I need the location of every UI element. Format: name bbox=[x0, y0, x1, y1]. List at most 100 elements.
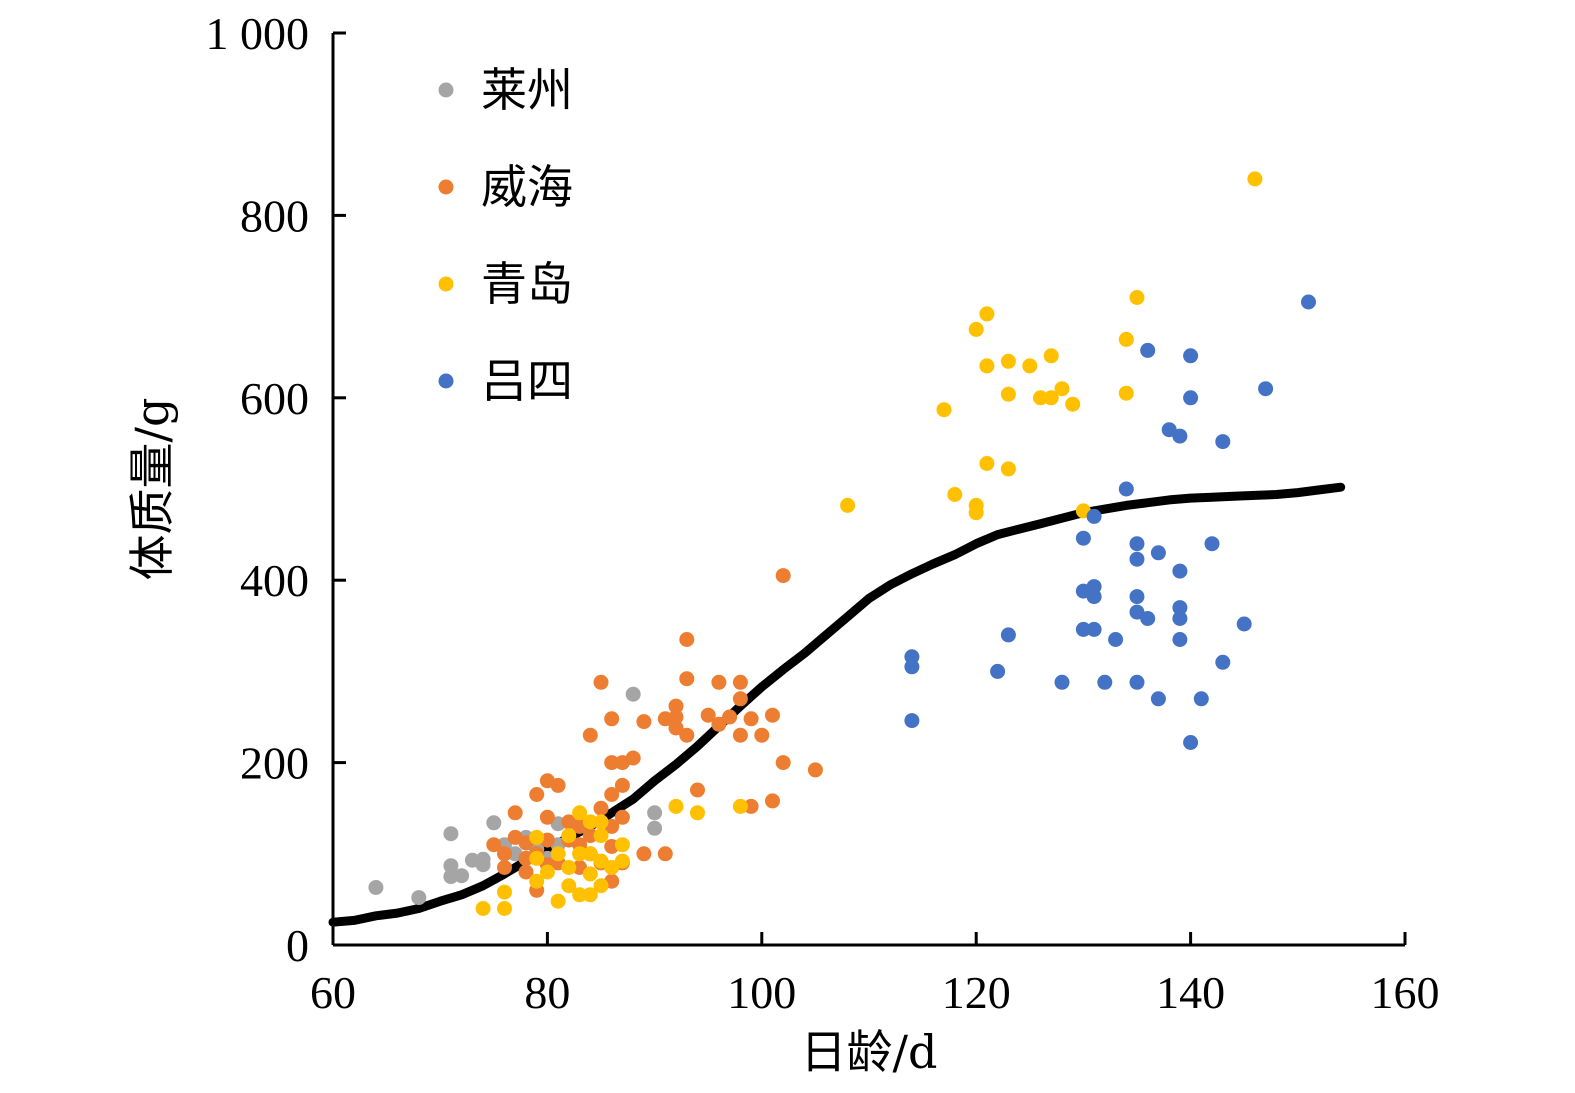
data-point bbox=[1172, 428, 1188, 444]
data-point bbox=[443, 869, 459, 885]
data-point bbox=[1172, 600, 1188, 616]
data-point bbox=[507, 805, 523, 821]
data-point bbox=[593, 828, 609, 844]
data-point bbox=[840, 497, 856, 513]
data-point bbox=[1000, 353, 1016, 369]
data-point bbox=[1086, 621, 1102, 637]
data-point bbox=[679, 632, 695, 647]
data-point bbox=[529, 787, 545, 802]
fit-curve bbox=[328, 482, 1346, 927]
data-point bbox=[1097, 674, 1113, 690]
data-point bbox=[700, 707, 716, 723]
data-point bbox=[690, 805, 705, 821]
data-point bbox=[497, 901, 512, 916]
data-point bbox=[636, 846, 652, 862]
data-point bbox=[1086, 589, 1102, 605]
data-point bbox=[1054, 381, 1070, 397]
data-point bbox=[1236, 616, 1252, 632]
data-point bbox=[368, 880, 384, 895]
data-point bbox=[550, 893, 566, 909]
data-point bbox=[454, 868, 470, 884]
data-point bbox=[1140, 611, 1156, 626]
data-point bbox=[497, 860, 512, 875]
data-point bbox=[1000, 386, 1016, 402]
legend-label: 莱州 bbox=[481, 63, 573, 117]
axes bbox=[331, 33, 1405, 947]
data-point bbox=[604, 711, 620, 727]
legend-marker bbox=[438, 276, 454, 292]
data-point bbox=[1118, 481, 1134, 497]
data-point bbox=[1000, 461, 1016, 477]
legend-marker bbox=[438, 82, 454, 98]
data-point bbox=[936, 402, 952, 418]
data-point bbox=[550, 846, 566, 862]
x-axis-title: 日龄/d bbox=[801, 1025, 938, 1079]
data-point bbox=[1172, 611, 1188, 626]
data-point bbox=[1183, 390, 1199, 406]
data-point bbox=[625, 750, 641, 766]
data-point bbox=[1204, 536, 1220, 552]
data-point bbox=[807, 762, 823, 778]
data-point bbox=[979, 306, 995, 322]
data-point bbox=[1193, 691, 1209, 707]
data-point bbox=[904, 659, 920, 675]
data-point bbox=[968, 321, 984, 337]
data-point bbox=[668, 698, 684, 714]
data-point bbox=[529, 873, 545, 889]
data-point bbox=[1043, 390, 1059, 406]
data-point bbox=[625, 686, 641, 702]
data-point bbox=[1183, 348, 1199, 364]
data-point bbox=[1247, 171, 1263, 187]
y-axis-title: 体质量/g bbox=[125, 398, 179, 581]
fit-line-layer bbox=[328, 482, 1346, 927]
data-point bbox=[486, 837, 502, 853]
data-point bbox=[1172, 632, 1188, 647]
data-point bbox=[647, 805, 663, 821]
data-point bbox=[497, 884, 512, 900]
data-point bbox=[593, 878, 609, 894]
series-2-points bbox=[486, 568, 823, 898]
y-tick-label: 1 000 bbox=[206, 8, 310, 59]
axis-ticks: 60 80 100 120 140 160 0 200 400 600 800 1 000 bbox=[206, 8, 1440, 1018]
data-point bbox=[732, 691, 748, 707]
data-point bbox=[711, 674, 727, 690]
data-point bbox=[604, 787, 620, 802]
y-tick-label: 800 bbox=[240, 190, 309, 241]
data-point bbox=[582, 727, 598, 743]
data-point bbox=[636, 714, 652, 730]
data-point bbox=[572, 805, 588, 821]
data-point bbox=[690, 782, 705, 798]
data-point bbox=[1150, 545, 1166, 561]
data-point bbox=[572, 846, 588, 862]
data-point bbox=[1065, 396, 1081, 412]
data-point bbox=[443, 858, 459, 874]
data-point bbox=[1129, 589, 1145, 605]
data-point bbox=[582, 866, 598, 882]
data-point bbox=[904, 713, 920, 729]
data-point bbox=[1075, 621, 1091, 637]
data-point bbox=[1215, 654, 1231, 670]
legend-marker bbox=[438, 373, 454, 389]
y-tick-label: 600 bbox=[240, 373, 309, 424]
data-point bbox=[668, 709, 684, 725]
legend-item: 青岛 bbox=[438, 257, 573, 311]
data-point bbox=[572, 887, 588, 903]
legend-label: 青岛 bbox=[481, 257, 573, 311]
y-tick-label: 0 bbox=[286, 920, 309, 971]
data-point bbox=[614, 853, 630, 869]
data-point bbox=[604, 755, 620, 771]
data-point bbox=[765, 793, 780, 809]
data-point bbox=[668, 798, 684, 814]
data-point bbox=[1301, 294, 1316, 310]
data-point bbox=[475, 857, 491, 873]
data-point bbox=[947, 487, 963, 502]
data-point bbox=[1258, 381, 1274, 397]
data-point bbox=[1172, 563, 1188, 579]
data-point bbox=[1054, 674, 1070, 690]
data-point bbox=[732, 798, 748, 814]
x-tick-label: 80 bbox=[524, 967, 570, 1018]
y-tick-label: 200 bbox=[240, 738, 309, 789]
data-point bbox=[1033, 390, 1048, 406]
data-point bbox=[561, 860, 577, 875]
data-point bbox=[732, 727, 748, 743]
